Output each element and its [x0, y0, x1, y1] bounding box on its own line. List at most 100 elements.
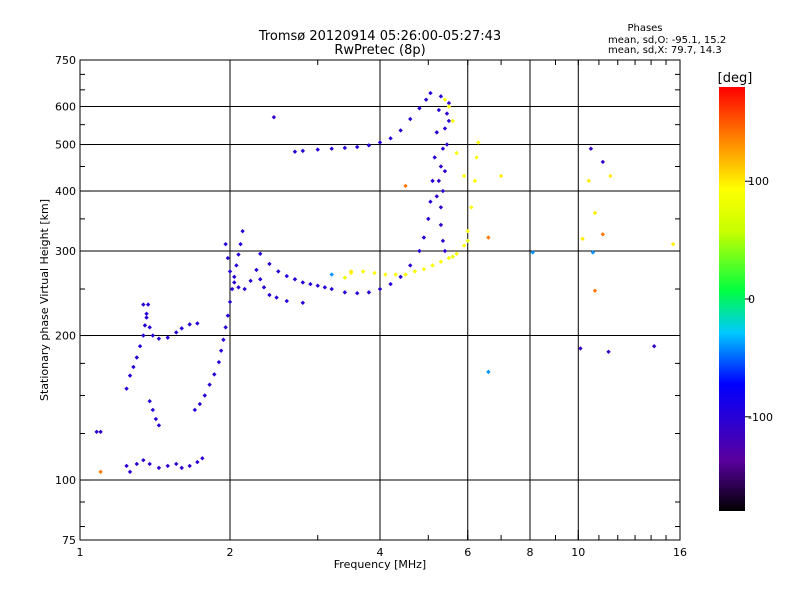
echo-point [426, 216, 431, 222]
echo-point [442, 248, 448, 254]
echo-point [322, 285, 328, 290]
colorbar-label: [deg] [718, 71, 753, 86]
y-tick-label: 300 [55, 245, 76, 258]
echo-point [156, 336, 162, 341]
echo-point [417, 106, 422, 111]
echo-point [461, 243, 467, 248]
y-tick-label: 75 [62, 534, 76, 547]
echo-point [187, 322, 192, 327]
echo-point [223, 325, 228, 330]
echo-point [398, 274, 403, 280]
echo-point [292, 149, 298, 154]
colorbar-tick-label: 100 [748, 175, 769, 188]
echo-point [142, 323, 148, 328]
echo-point [284, 298, 289, 304]
echo-point [434, 194, 439, 199]
echo-point [202, 393, 207, 398]
echo-point [377, 140, 383, 145]
echo-point [179, 326, 184, 331]
echo-point [134, 461, 139, 467]
echo-point [174, 461, 179, 467]
echo-point [430, 178, 435, 184]
echo-point [417, 248, 422, 254]
echo-point [261, 285, 267, 290]
echo-point [472, 178, 478, 184]
echo-point [428, 199, 433, 204]
echo-point [179, 465, 184, 471]
stats-line-x: mean, sd,X: 79.7, 14.3 [608, 45, 722, 56]
y-tick-label: 200 [55, 330, 76, 343]
echo-point [436, 107, 442, 113]
echo-point [225, 313, 231, 318]
echo-point [474, 155, 479, 160]
echo-point [444, 111, 450, 116]
echo-point [292, 277, 298, 282]
echo-point [600, 232, 606, 237]
echo-point [442, 126, 448, 131]
echo-point [486, 369, 491, 375]
echo-point [207, 382, 212, 387]
echo-point [408, 116, 413, 122]
echo-point [144, 315, 149, 320]
echo-point [258, 277, 263, 282]
echo-point [145, 302, 151, 307]
echo-point [438, 164, 444, 169]
echo-point [94, 429, 99, 435]
echo-point [329, 272, 334, 277]
echo-point [446, 100, 452, 106]
echo-point [588, 146, 594, 151]
echo-point [580, 236, 585, 242]
echo-point [476, 140, 481, 145]
stats-heading: Phases [627, 23, 662, 34]
echo-point [600, 159, 606, 165]
echo-point [232, 274, 237, 280]
echo-point [423, 97, 429, 102]
stats-line-o: mean, sd,O: -95.1, 15.2 [608, 35, 726, 46]
echo-point [430, 263, 435, 268]
y-tick-label: 100 [55, 474, 76, 487]
echo-point [248, 278, 253, 284]
echo-point [242, 286, 247, 292]
echo-point [454, 251, 459, 257]
echo-point [165, 335, 170, 340]
echo-point [442, 168, 448, 174]
echo-point [438, 222, 444, 228]
echo-point [137, 344, 143, 349]
colorbar-tick-label: 0 [748, 293, 755, 306]
echo-point [446, 104, 452, 109]
echo-point [354, 144, 360, 150]
echo-point [408, 263, 413, 268]
echo-point [212, 372, 217, 377]
echo-point [450, 254, 456, 259]
x-tick-label: 6 [464, 546, 471, 559]
echo-point [134, 355, 139, 360]
echo-point [218, 348, 224, 353]
echo-point [348, 269, 354, 274]
echo-point [216, 359, 222, 365]
echo-point [141, 333, 146, 338]
echo-point [147, 325, 152, 330]
echo-point [342, 290, 348, 295]
echo-point [300, 148, 306, 154]
echo-point [165, 463, 170, 469]
echo-point [153, 416, 159, 422]
echo-point [197, 401, 203, 407]
echo-point [144, 311, 149, 316]
echo-point [236, 285, 241, 290]
echo-point [469, 205, 474, 210]
y-tick-label: 600 [55, 101, 76, 114]
echo-point [308, 281, 313, 287]
echo-point [377, 286, 383, 292]
echo-point [586, 178, 592, 184]
echo-point [342, 145, 348, 151]
echo-point [127, 469, 133, 475]
echo-point [300, 280, 306, 285]
echo-point [465, 238, 470, 244]
echo-point [440, 146, 446, 151]
echo-point [315, 283, 320, 288]
echo-point [329, 146, 334, 151]
echo-point [606, 349, 611, 354]
echo-point [238, 241, 243, 247]
echo-point [192, 407, 198, 413]
echo-point [421, 235, 427, 240]
